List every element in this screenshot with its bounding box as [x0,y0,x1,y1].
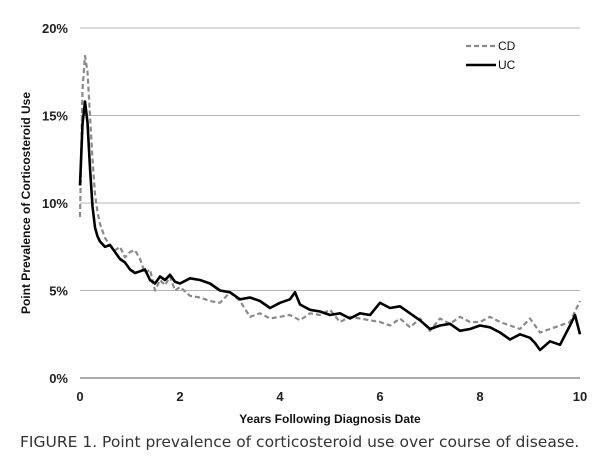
x-tick-label: 8 [476,389,483,404]
series-line-uc [78,100,582,352]
legend-label-cd: CD [498,39,516,53]
figure-caption: FIGURE 1. Point prevalence of corticoste… [20,433,580,451]
x-axis-label: Years Following Diagnosis Date [239,412,421,426]
y-tick-label: 20% [42,21,68,36]
y-tick-label: 15% [42,109,68,124]
y-tick-label: 5% [49,284,68,299]
series-line-cd [78,54,581,334]
y-tick-label: 10% [42,196,68,211]
x-tick-label: 10 [573,389,587,404]
x-tick-labels: 0 2 4 6 8 10 [76,389,587,404]
y-tick-label: 0% [49,371,68,386]
y-tick-labels: 0% 5% 10% 15% 20% [42,21,68,386]
gridlines [80,27,580,291]
x-tick-label: 2 [176,389,183,404]
y-axis-label: Point Prevalence of Corticosteroid Use [19,92,33,314]
legend-label-uc: UC [498,58,516,72]
x-tick-label: 0 [76,389,83,404]
legend: CD UC [466,39,516,72]
series-layer [78,54,582,352]
chart-area: 0% 5% 10% 15% 20% 0 2 4 6 8 10 Point Prevalence o… [19,21,587,426]
x-tick-label: 4 [276,389,284,404]
x-tick-label: 6 [376,389,383,404]
